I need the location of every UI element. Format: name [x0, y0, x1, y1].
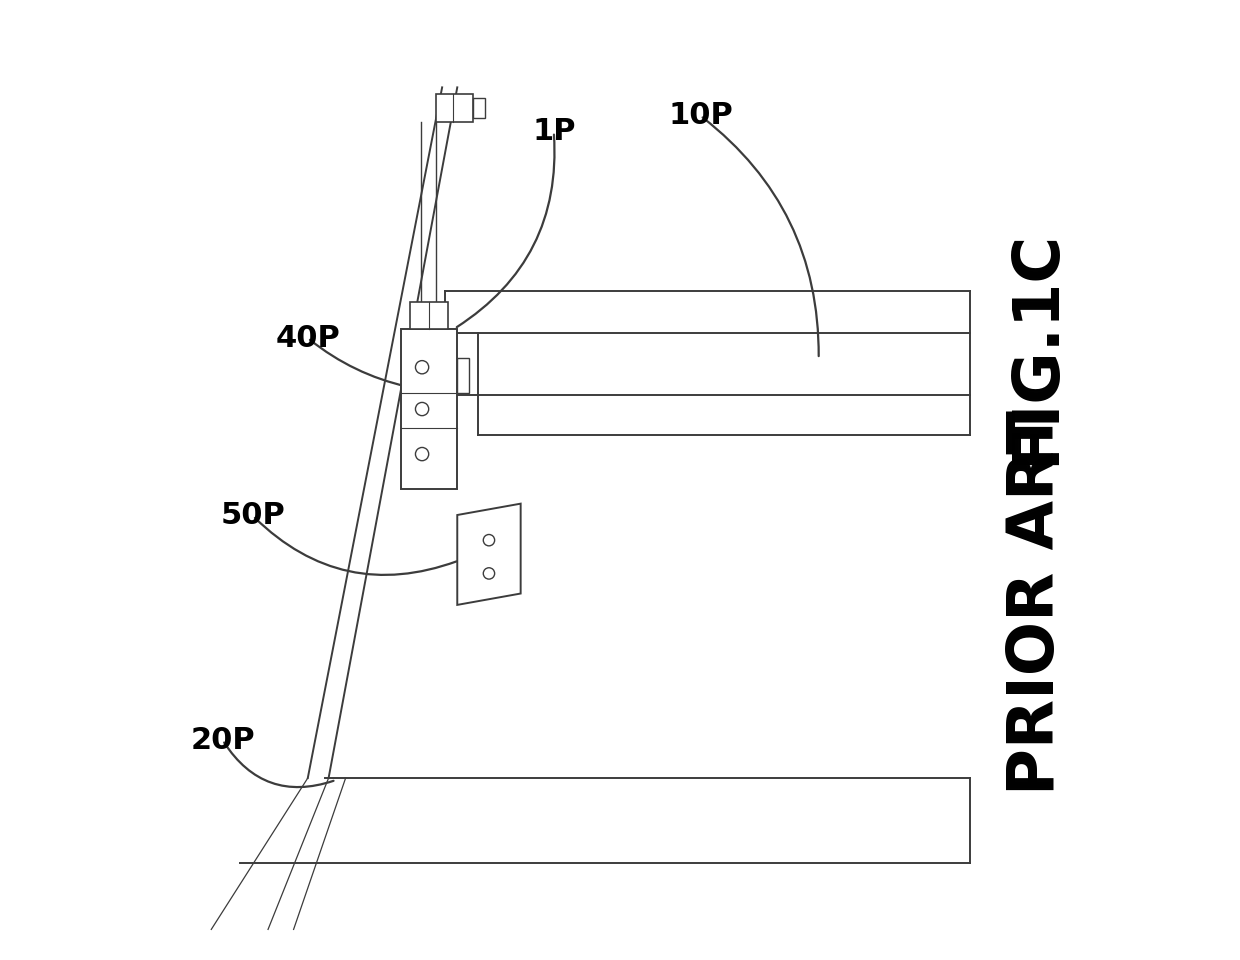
- Bar: [474, 98, 485, 118]
- Text: 1P: 1P: [532, 117, 575, 146]
- Text: 40P: 40P: [275, 324, 340, 352]
- Text: PRIOR ART: PRIOR ART: [1006, 411, 1068, 796]
- Text: 10P: 10P: [668, 101, 733, 131]
- Bar: [458, 357, 469, 393]
- Text: FIG.1C: FIG.1C: [1006, 229, 1068, 466]
- Text: 20P: 20P: [190, 726, 255, 755]
- Polygon shape: [458, 504, 521, 605]
- Bar: [435, 94, 474, 122]
- Bar: [401, 328, 458, 490]
- Bar: [410, 302, 448, 328]
- Text: 50P: 50P: [221, 501, 285, 531]
